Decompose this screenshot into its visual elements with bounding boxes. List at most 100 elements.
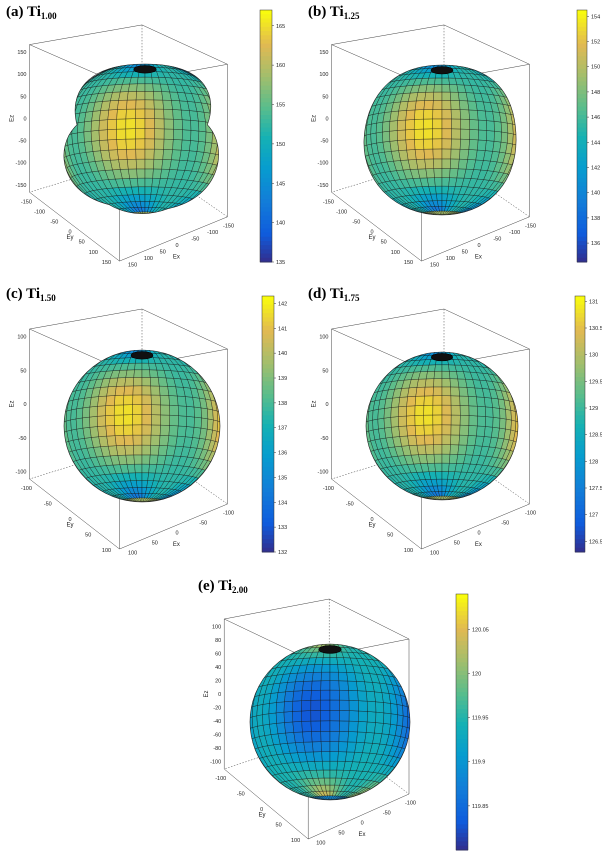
surface-patch [320,680,331,691]
surface-patch [125,454,135,465]
y-tick-label: 0 [260,807,263,813]
surface-patch [221,434,225,445]
surface-patch [423,118,433,130]
surface-patch [521,136,524,147]
surface-patch [320,731,331,742]
colorbar-segment [456,773,468,778]
surface-patch [348,700,359,712]
surface-patch [128,348,136,349]
colorbar-segment [577,131,587,137]
y-axis-label: Ey [66,235,73,241]
surface-patch [145,216,153,218]
colorbar-tick-label: 146 [591,115,600,121]
pole-mesh [318,645,342,654]
colorbar-tick-label: 150 [591,65,600,71]
z-axis-label: Ez [204,690,210,697]
surface-patch [449,84,459,93]
surface-patch [447,350,454,351]
surface-patch [107,139,118,151]
surface-patch [408,697,410,710]
surface-patch [245,699,249,710]
surface-patch [172,109,183,120]
surface-patch [142,503,153,504]
surface-patch [292,710,302,723]
colorbar-segment [577,47,587,53]
surface-patch [111,210,124,214]
surface-patch [313,751,323,762]
panel-title: (d) Ti1.75 [308,286,359,303]
surface-patch [397,672,405,683]
surface-patch [322,642,330,643]
colorbar-segment [262,415,274,421]
surface-patch [150,445,160,456]
surface-patch [144,76,153,84]
surface-patch [450,350,460,351]
box-edge [421,503,530,550]
surface-patch [67,113,75,126]
surface-patch [105,405,115,416]
surface-patch [512,123,517,136]
surface-patch [123,64,135,65]
surface-patch [450,434,460,446]
panel-title-base: (a) Ti [6,4,41,20]
colorbar-segment [577,18,587,24]
surface-patch [456,352,467,354]
surface-patch [423,100,434,110]
surface-patch [141,215,145,217]
surface-patch [414,100,425,111]
surface-patch [60,422,63,433]
surface-patch [138,186,146,195]
z-tick-label: -40 [213,719,221,725]
surface-patch [435,63,442,64]
surface-patch [63,125,65,138]
colorbar-segment [577,98,587,103]
z-tick-label: 20 [215,679,221,685]
surface-patch [255,671,264,682]
surface-patch [450,148,461,160]
surface-patch [65,419,72,432]
colorbar-tick-label: 141 [278,326,287,332]
surface-patch [442,216,453,217]
x-tick-label: 0 [478,243,481,249]
colorbar-segment [577,81,587,87]
surface-patch [416,158,426,170]
surface-patch [319,800,330,801]
surface-patch [319,799,331,800]
surface-patch [339,699,350,711]
x-tick-label: 100 [128,550,137,556]
y-tick-label: 0 [68,517,71,523]
surface-patch [486,130,495,142]
colorbar-segment [575,475,585,480]
surface-patch [433,168,443,178]
surface-patch [512,453,518,465]
colorbar-segment [262,445,274,451]
surface-patch [330,642,333,643]
surface-patch [125,108,136,120]
colorbar-tick-label: 140 [591,191,600,197]
panel-title-sub: 1.25 [343,11,360,21]
surface-patch [135,128,146,140]
colorbar-tick-label: 148 [591,90,600,96]
surface-patch [506,175,515,186]
surface-patch [523,138,525,149]
surface-patch [514,167,517,179]
surface-patch [142,349,153,350]
panel-title: (b) Ti1.25 [308,4,359,21]
colorbar-tick-label: 165 [276,24,285,30]
surface-patch [220,115,226,126]
surface-patch [143,215,146,217]
x-tick-label: -100 [223,511,234,517]
surface-patch [126,62,136,63]
surface-patch [97,425,107,437]
surface-patch [433,444,443,455]
surface-patch [131,503,142,504]
x-axis-label: Ex [359,832,366,838]
colorbar-segment [260,228,272,234]
surface-patch [64,392,69,404]
surface-patch [512,99,517,110]
y-tick-label: 150 [404,260,413,266]
surface-patch [144,62,145,63]
surface-patch [516,402,518,415]
surface-patch [359,148,363,159]
colorbar-segment [262,441,274,446]
